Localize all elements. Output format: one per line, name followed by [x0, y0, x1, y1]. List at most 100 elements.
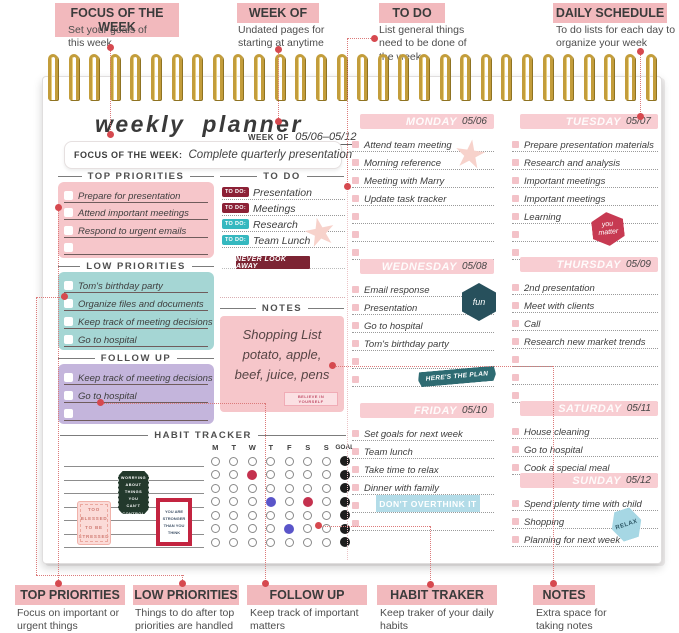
- priority-row: Tom's birthday party: [64, 275, 208, 293]
- day-header: SUNDAY 05/12: [520, 473, 658, 488]
- spiral-loop: [357, 54, 368, 100]
- leader-line: [36, 297, 37, 575]
- day-empty-row: [352, 206, 494, 224]
- checkbox: [512, 302, 519, 309]
- day-task-row: Prepare presentation materials: [512, 134, 658, 152]
- habit-circle: [266, 524, 276, 534]
- habit-circle: [247, 537, 257, 547]
- day-task-text: Meet with clients: [524, 301, 595, 312]
- habit-column-header: W: [248, 443, 256, 453]
- checkbox: [352, 376, 359, 383]
- day-task-text: Morning reference: [364, 158, 442, 169]
- todo-row: TO DO: Presentation: [222, 184, 345, 200]
- habit-circle: [229, 456, 239, 466]
- day-empty-row: [512, 367, 658, 385]
- checkbox: [64, 335, 73, 344]
- day-task-row: Meet with clients: [512, 295, 658, 313]
- spiral-loop: [48, 54, 58, 100]
- day-date: 05/10: [461, 405, 487, 416]
- day-task-text: Important meetings: [524, 176, 606, 187]
- checkbox: [512, 464, 519, 471]
- checkbox: [512, 159, 519, 166]
- day-header: MONDAY 05/06: [360, 114, 494, 129]
- callout-focus-of-the-week: FOCUS OF THE WEEK: [55, 3, 179, 37]
- week-of-field: WEEK OF 05/06–05/12: [248, 127, 359, 145]
- notes-line: beef, juice, pens: [234, 367, 330, 383]
- checkbox: [512, 177, 519, 184]
- day-empty-row: [352, 513, 494, 531]
- habit-circle: [321, 470, 331, 480]
- leader-line: [318, 526, 430, 527]
- leader-line: [100, 403, 265, 404]
- leader-dot: [371, 35, 378, 42]
- day-task-text: Email response: [364, 285, 430, 296]
- spiral-loop: [480, 54, 491, 100]
- callout-daily-schedule-desc: To do lists for each day to organize you…: [556, 24, 676, 50]
- day-task-row: Team lunch: [352, 441, 494, 459]
- ruled-line: [64, 520, 204, 521]
- habit-circle: [247, 497, 257, 507]
- follow-up-heading: FOLLOW UP: [58, 353, 214, 364]
- priority-row: Keep track of meeting decisions: [64, 367, 213, 385]
- leader-dot: [427, 581, 434, 588]
- callout-low-priorities-desc: Things to do after top priorities are ha…: [135, 607, 235, 633]
- day-task-row: Important meetings: [512, 188, 658, 206]
- checkbox: [64, 373, 73, 382]
- checkbox: [64, 299, 73, 308]
- habit-circle: [266, 537, 276, 547]
- spiral-loop: [625, 54, 636, 100]
- habit-goal-dot: [339, 496, 350, 507]
- leader-line: [640, 52, 641, 116]
- ruled-line: [64, 466, 204, 467]
- checkbox: [352, 502, 359, 509]
- habit-circle: [303, 510, 313, 520]
- day-empty-row: [512, 224, 658, 242]
- spiral-loop: [274, 54, 285, 100]
- callout-notes-desc: Extra space for taking notes: [536, 607, 607, 633]
- callout-top-priorities: TOP PRIORITIES: [15, 585, 125, 605]
- callout-habit-tracker: HABIT TRAKER: [377, 585, 497, 605]
- habit-column-header: F: [286, 443, 292, 453]
- day-name: MONDAY: [405, 115, 457, 128]
- checkbox: [64, 243, 73, 252]
- checkbox: [352, 159, 359, 166]
- checkbox: [352, 484, 359, 491]
- habit-circle: [284, 456, 294, 466]
- spiral-loop: [151, 54, 162, 100]
- checkbox: [64, 409, 73, 418]
- habit-circle: [284, 537, 294, 547]
- day-date: 05/07: [625, 116, 651, 127]
- leader-dot: [275, 46, 282, 53]
- day-name: SUNDAY: [572, 474, 621, 487]
- leader-dot: [637, 113, 644, 120]
- habit-circle: [266, 470, 276, 480]
- notes-line: Shopping List: [242, 327, 322, 342]
- habit-circle: [284, 470, 294, 480]
- habit-circle: [266, 483, 276, 493]
- day-section-tuesday: TUESDAY 05/07 Prepare presentation materia…: [512, 114, 658, 260]
- day-task-row: Meeting with Marry: [352, 170, 494, 188]
- checkbox: [512, 446, 519, 453]
- day-empty-row: [512, 349, 658, 367]
- checkbox: [512, 428, 519, 435]
- badge-hex-teal: fun: [462, 283, 496, 321]
- day-task-row: Important meetings: [512, 170, 658, 188]
- leader-dot: [550, 580, 557, 587]
- spiral-loop: [583, 54, 594, 100]
- priority-text: Prepare for presentation: [78, 190, 181, 202]
- leader-dot: [61, 293, 68, 300]
- habit-circle: [321, 456, 331, 466]
- habit-circle: [303, 537, 313, 547]
- leader-line: [182, 575, 183, 584]
- checkbox: [352, 430, 359, 437]
- leader-line: [110, 48, 111, 134]
- top-priorities-block: Prepare for presentation Attend important…: [58, 182, 214, 258]
- checkbox: [352, 195, 359, 202]
- priority-row: [64, 238, 208, 255]
- habit-circle: [210, 510, 220, 520]
- checkbox: [352, 466, 359, 473]
- day-task-row: Research new market trends: [512, 331, 658, 349]
- habit-circle: [284, 497, 294, 507]
- day-task-text: Call: [524, 319, 541, 330]
- stop-worrying-sticker: STOP WORRYING ABOUT THINGS YOU CAN'T CON…: [118, 471, 149, 514]
